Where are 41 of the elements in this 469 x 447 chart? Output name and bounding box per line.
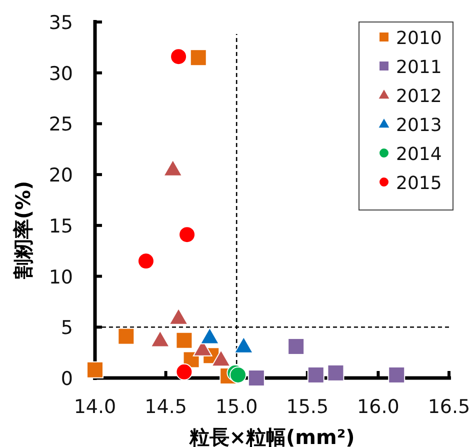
y-axis-title: 割籾率(%) xyxy=(11,180,35,280)
legend-label: 2014 xyxy=(396,144,442,165)
point xyxy=(307,366,324,384)
legend-label: 2011 xyxy=(396,57,442,78)
legend-label: 2010 xyxy=(396,28,442,49)
point xyxy=(248,370,265,386)
point xyxy=(190,49,207,66)
x-tick-label: 15.0 xyxy=(215,396,258,418)
legend-label: 2012 xyxy=(396,86,442,107)
y-tick-label: 10 xyxy=(48,266,73,288)
y-tick-label: 15 xyxy=(48,215,73,238)
point xyxy=(327,364,344,382)
point xyxy=(168,308,188,325)
point xyxy=(178,226,196,244)
legend-label: 2015 xyxy=(396,173,442,194)
point xyxy=(118,328,135,345)
y-tick-label: 0 xyxy=(60,368,73,390)
x-axis-title: 粒長×粒幅(mm²) xyxy=(188,425,355,447)
point xyxy=(170,48,188,66)
x-tick-label: 16.5 xyxy=(428,396,469,418)
y-tick-label: 35 xyxy=(48,12,73,34)
y-tick-label: 20 xyxy=(48,164,73,187)
y-tick-label: 5 xyxy=(60,317,73,340)
point xyxy=(176,363,193,380)
point xyxy=(86,361,104,378)
point xyxy=(137,252,154,270)
point xyxy=(150,330,170,348)
legend-label: 2013 xyxy=(396,115,442,136)
point xyxy=(234,336,254,354)
point xyxy=(211,350,231,367)
y-tick-label: 30 xyxy=(48,62,73,85)
point xyxy=(230,366,247,384)
point xyxy=(288,338,305,355)
y-tick-label: 25 xyxy=(48,114,73,136)
x-tick-label: 14.0 xyxy=(74,396,116,418)
point xyxy=(200,327,220,344)
point xyxy=(176,332,193,349)
x-tick-label: 14.5 xyxy=(144,396,187,418)
x-tick-label: 16.0 xyxy=(357,396,400,418)
x-tick-label: 15.5 xyxy=(286,396,329,418)
point xyxy=(388,366,406,384)
